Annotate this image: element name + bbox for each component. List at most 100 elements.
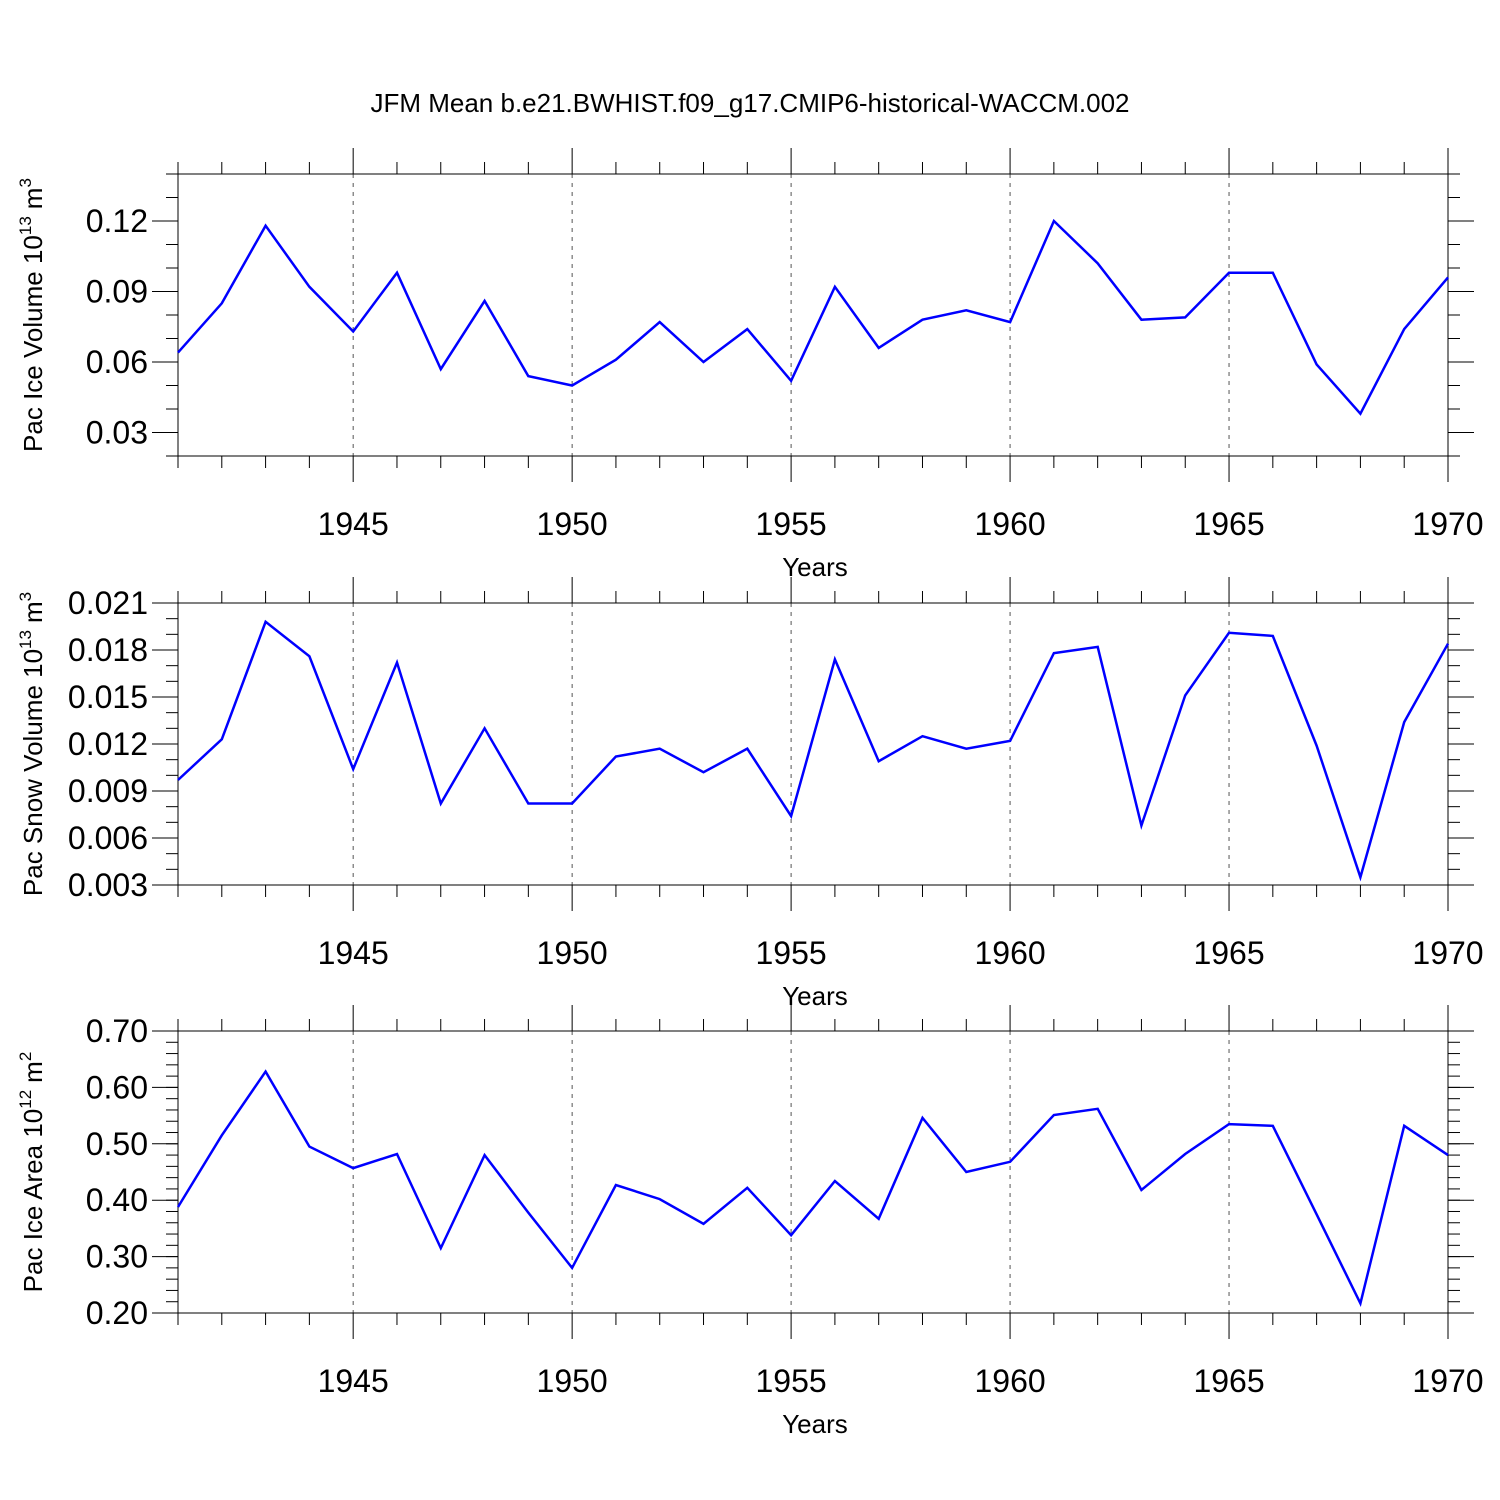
series-line [176, 1069, 1449, 1308]
data-point [1358, 412, 1362, 416]
y-tick-label: 0.20 [86, 1295, 148, 1331]
x-tick-label: 1970 [1412, 935, 1483, 971]
data-point [658, 1197, 662, 1201]
data-point [526, 802, 530, 806]
data-point [351, 767, 355, 771]
data-point [833, 285, 837, 289]
y-axis-label-unit-exponent: 2 [16, 1052, 35, 1061]
data-point [658, 320, 662, 324]
y-tick-label: 0.009 [68, 773, 148, 809]
data-point [1446, 275, 1450, 279]
x-tick-label: 1960 [974, 506, 1045, 542]
y-axis-label-text: Pac Snow Volume 10 [18, 649, 48, 896]
data-point [1446, 1153, 1450, 1157]
data-point [658, 747, 662, 751]
data-point [614, 1183, 618, 1187]
data-point [1271, 1124, 1275, 1128]
y-axis-label-exponent: 13 [16, 216, 35, 235]
y-tick-label: 0.012 [68, 726, 148, 762]
data-point [351, 329, 355, 333]
y-axis-label-unit: m [18, 188, 48, 210]
x-tick-label: 1950 [537, 506, 608, 542]
data-point [1183, 1152, 1187, 1156]
data-point [614, 358, 618, 362]
data-point [1183, 315, 1187, 319]
data-point [920, 734, 924, 738]
data-point [439, 802, 443, 806]
y-tick-label: 0.003 [68, 867, 148, 903]
y-axis-label-exponent: 12 [16, 1090, 35, 1109]
x-tick-label: 1955 [756, 935, 827, 971]
x-tick-label: 1970 [1412, 506, 1483, 542]
data-point [1402, 1124, 1406, 1128]
data-point [702, 1222, 706, 1226]
data-point [307, 1145, 311, 1149]
y-tick-label: 0.06 [86, 344, 148, 380]
data-point [1271, 634, 1275, 638]
data-point [1446, 642, 1450, 646]
data-point [1096, 645, 1100, 649]
y-tick-label: 0.09 [86, 274, 148, 310]
data-point [745, 327, 749, 331]
data-point [483, 299, 487, 303]
plot-frame [177, 1030, 1449, 1314]
data-point [964, 308, 968, 312]
data-point [702, 360, 706, 364]
data-point [439, 367, 443, 371]
data-point [1008, 739, 1012, 743]
data-point [920, 318, 924, 322]
data-point [1052, 219, 1056, 223]
x-tick-label: 1945 [318, 935, 389, 971]
data-point [395, 271, 399, 275]
data-point [220, 301, 224, 305]
data-point [176, 351, 180, 355]
data-point [920, 1116, 924, 1120]
data-point [1139, 823, 1143, 827]
x-tick-label: 1945 [318, 506, 389, 542]
x-axis-label: Years [782, 552, 848, 582]
chart-panel-1: 0.03 0.06 0.09 0.12 1945 1950 1955 1960 1965 1970… [16, 148, 1484, 582]
x-tick-label: 1955 [756, 506, 827, 542]
y-axis-label-text: Pac Ice Volume 10 [18, 235, 48, 452]
data-point [176, 778, 180, 782]
x-axis-label: Years [782, 1409, 848, 1439]
data-point [307, 654, 311, 658]
data-point [614, 755, 618, 759]
data-point [1402, 720, 1406, 724]
data-point [789, 1233, 793, 1237]
data-point [1271, 271, 1275, 275]
panels: 0.03 0.06 0.09 0.12 1945 1950 1955 1960 1965 1970… [16, 148, 1484, 1439]
y-tick-label: 0.50 [86, 1126, 148, 1162]
y-axis-label: Pac Snow Volume 1013 m3 [16, 592, 48, 896]
data-point [395, 1152, 399, 1156]
y-tick-label: 0.015 [68, 679, 148, 715]
data-point [570, 384, 574, 388]
data-point [264, 620, 268, 624]
data-point [877, 346, 881, 350]
data-point [351, 1166, 355, 1170]
data-point [220, 737, 224, 741]
data-point [1227, 1122, 1231, 1126]
y-axis-label: Pac Ice Area 1012 m2 [16, 1052, 48, 1293]
y-axis-label-unit-exponent: 3 [16, 592, 35, 601]
data-point [1096, 261, 1100, 265]
data-point [1139, 318, 1143, 322]
x-tick-label: 1965 [1193, 1363, 1264, 1399]
series-line [177, 218, 1449, 416]
data-point [176, 1205, 180, 1209]
data-point [833, 657, 837, 661]
y-tick-label: 0.12 [86, 203, 148, 239]
data-point [877, 759, 881, 763]
data-point [702, 770, 706, 774]
x-tick-label: 1945 [318, 1363, 389, 1399]
x-tick-label: 1965 [1193, 935, 1264, 971]
data-point [220, 1133, 224, 1137]
data-point [1402, 327, 1406, 331]
x-tick-label: 1960 [974, 935, 1045, 971]
data-point [483, 726, 487, 730]
y-tick-label: 0.021 [68, 585, 148, 621]
data-point [1227, 271, 1231, 275]
y-tick-label: 0.60 [86, 1069, 148, 1105]
data-point [1315, 362, 1319, 366]
